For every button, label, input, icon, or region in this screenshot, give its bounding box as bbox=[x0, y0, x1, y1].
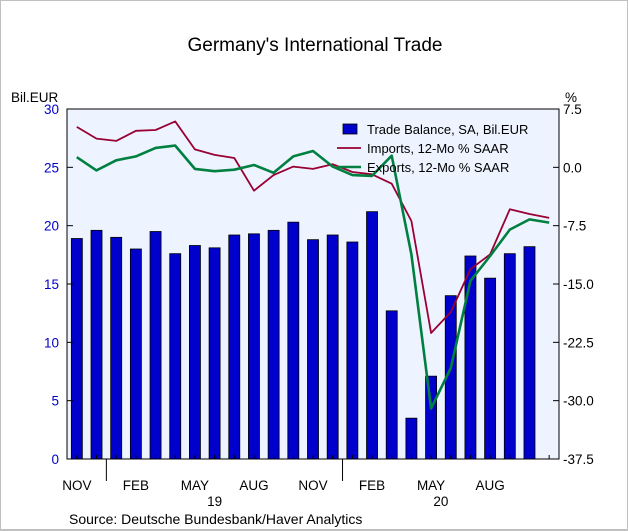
trade-balance-bar bbox=[405, 417, 418, 460]
trade-balance-bar bbox=[208, 247, 221, 460]
legend-label: Exports, 12-Mo % SAAR bbox=[367, 160, 509, 175]
legend-swatch-trade-balance bbox=[342, 123, 358, 135]
trade-balance-bar bbox=[267, 229, 280, 460]
trade-balance-bar bbox=[307, 239, 319, 460]
left-tick-label: 25 bbox=[44, 160, 59, 175]
trade-balance-bar bbox=[425, 375, 437, 460]
left-tick-label: 30 bbox=[44, 102, 59, 117]
trade-balance-bar bbox=[228, 234, 241, 460]
right-tick-label: 7.5 bbox=[563, 102, 582, 117]
left-tick-label: 5 bbox=[51, 394, 59, 409]
right-tick-label: -22.5 bbox=[563, 335, 594, 350]
trade-balance-bar bbox=[90, 229, 103, 460]
imports-line bbox=[76, 120, 550, 334]
right-axis-unit: % bbox=[565, 90, 577, 105]
trade-balance-bar bbox=[189, 245, 201, 460]
right-tick-label: -15.0 bbox=[563, 277, 594, 292]
left-tick-label: 15 bbox=[44, 277, 59, 292]
trade-balance-bar bbox=[366, 211, 378, 460]
trade-balance-bar bbox=[129, 248, 142, 460]
right-axis: -37.5 -30.0 -22.5 -15.0 -7.5 0.0 7.5 bbox=[553, 102, 594, 467]
legend-label: Trade Balance, SA, Bil.EUR bbox=[367, 122, 528, 137]
x-month-label: AUG bbox=[239, 478, 268, 493]
legend-label: Imports, 12-Mo % SAAR bbox=[367, 141, 509, 156]
trade-balance-bar bbox=[70, 238, 83, 460]
x-month-label: FEB bbox=[359, 478, 385, 493]
trade-balance-bar bbox=[248, 233, 260, 460]
trade-balance-bar bbox=[110, 236, 123, 460]
left-axis: 0 5 10 15 20 25 30 bbox=[44, 102, 73, 467]
x-year-label: 20 bbox=[433, 494, 448, 509]
x-axis: NOV FEB MAY AUG NOV FEB MAY AUG 19 20 bbox=[62, 455, 550, 509]
chart-title: Germany's International Trade bbox=[188, 35, 443, 56]
source-note: Source: Deutsche Bundesbank/Haver Analyt… bbox=[69, 511, 362, 527]
left-tick-label: 10 bbox=[44, 335, 59, 350]
x-month-label: FEB bbox=[123, 478, 149, 493]
x-year-label: 19 bbox=[207, 494, 222, 509]
right-tick-label: -37.5 bbox=[563, 452, 594, 467]
right-tick-label: -30.0 bbox=[563, 394, 594, 409]
trade-balance-bar bbox=[484, 277, 497, 460]
left-axis-unit: Bil.EUR bbox=[11, 90, 59, 105]
trade-balance-bar bbox=[503, 253, 516, 460]
left-tick-label: 0 bbox=[51, 452, 59, 467]
x-month-label: MAY bbox=[181, 478, 209, 493]
right-tick-label: 0.0 bbox=[563, 160, 582, 175]
trade-balance-bar bbox=[523, 246, 536, 460]
legend: Trade Balance, SA, Bil.EUR Imports, 12-Mo… bbox=[337, 122, 528, 175]
x-month-label: AUG bbox=[475, 478, 504, 493]
x-month-label: NOV bbox=[62, 478, 91, 493]
trade-balance-bar bbox=[287, 221, 300, 460]
left-tick-label: 20 bbox=[44, 219, 59, 234]
trade-balance-bar bbox=[326, 234, 339, 460]
trade-balance-bar bbox=[385, 310, 398, 460]
trade-balance-bar bbox=[169, 253, 182, 460]
line-series bbox=[76, 120, 550, 410]
x-month-label: MAY bbox=[417, 478, 445, 493]
x-month-label: NOV bbox=[298, 478, 327, 493]
right-tick-label: -7.5 bbox=[563, 219, 586, 234]
trade-balance-bar bbox=[346, 241, 359, 460]
exports-line bbox=[76, 144, 550, 410]
trade-balance-bar bbox=[149, 231, 162, 460]
